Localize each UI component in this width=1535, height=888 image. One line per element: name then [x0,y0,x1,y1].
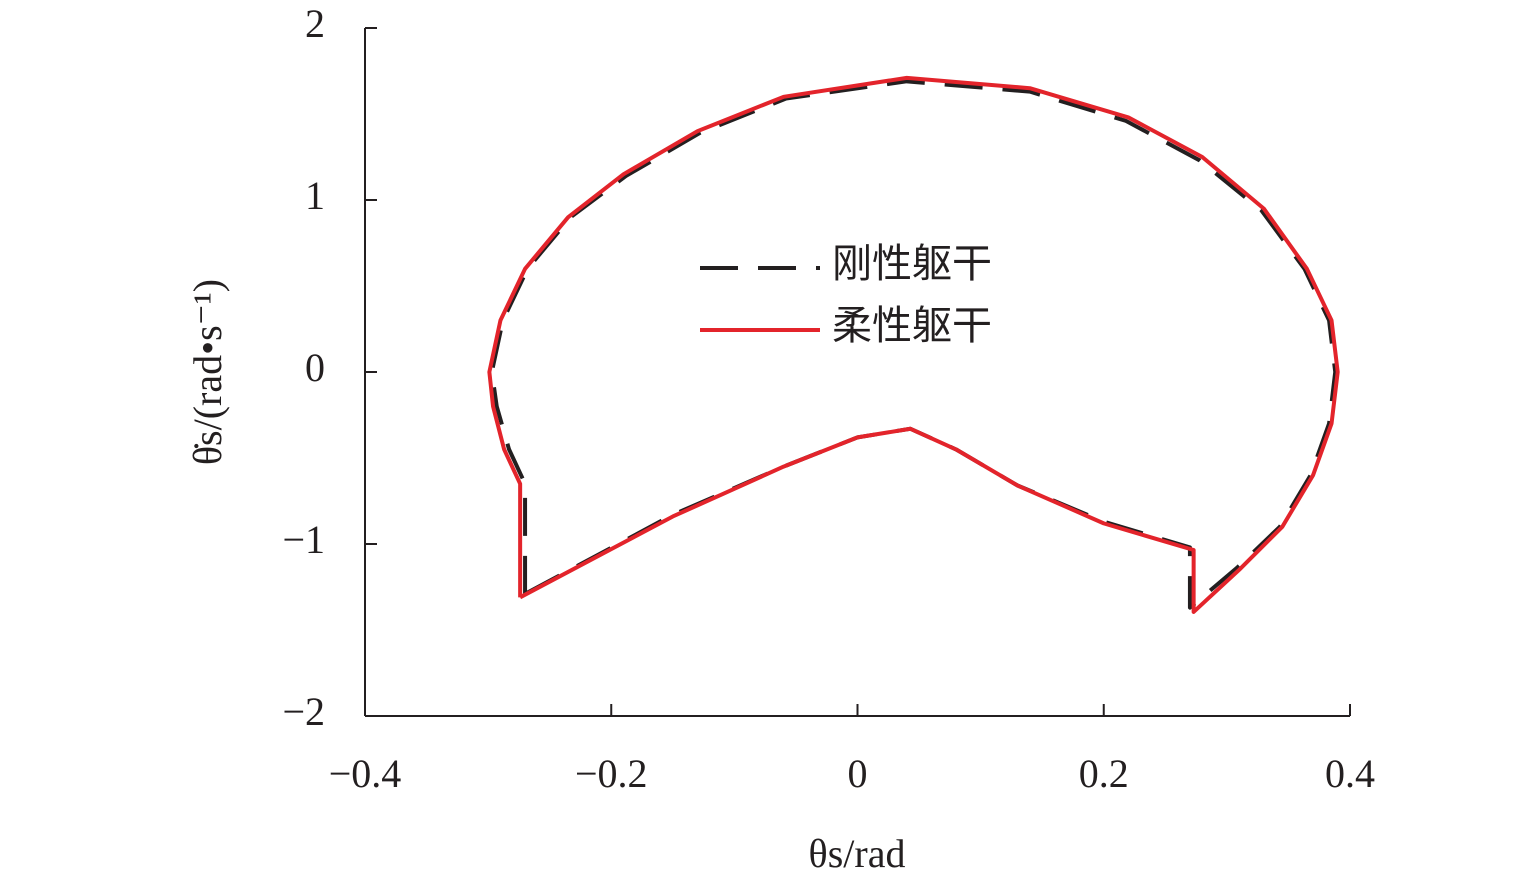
legend-label: 刚性躯干 [832,241,992,286]
y-tick-label: 1 [305,173,325,218]
x-tick-label: 0.2 [1079,751,1129,796]
x-tick-label: −0.4 [329,751,402,796]
y-tick-label: −2 [282,689,325,734]
y-tick-label: 0 [305,345,325,390]
series-line [487,75,1340,614]
y-tick-label: 2 [305,1,325,46]
x-tick-label: 0.4 [1325,751,1375,796]
x-axis-label: θs/rad [809,831,906,876]
y-tick-label: −1 [282,517,325,562]
x-tick-label: 0 [848,751,868,796]
y-axis-label: θ̇s/(rad•s⁻¹) [185,279,230,465]
legend-label: 柔性躯干 [832,303,992,348]
x-tick-label: −0.2 [575,751,648,796]
